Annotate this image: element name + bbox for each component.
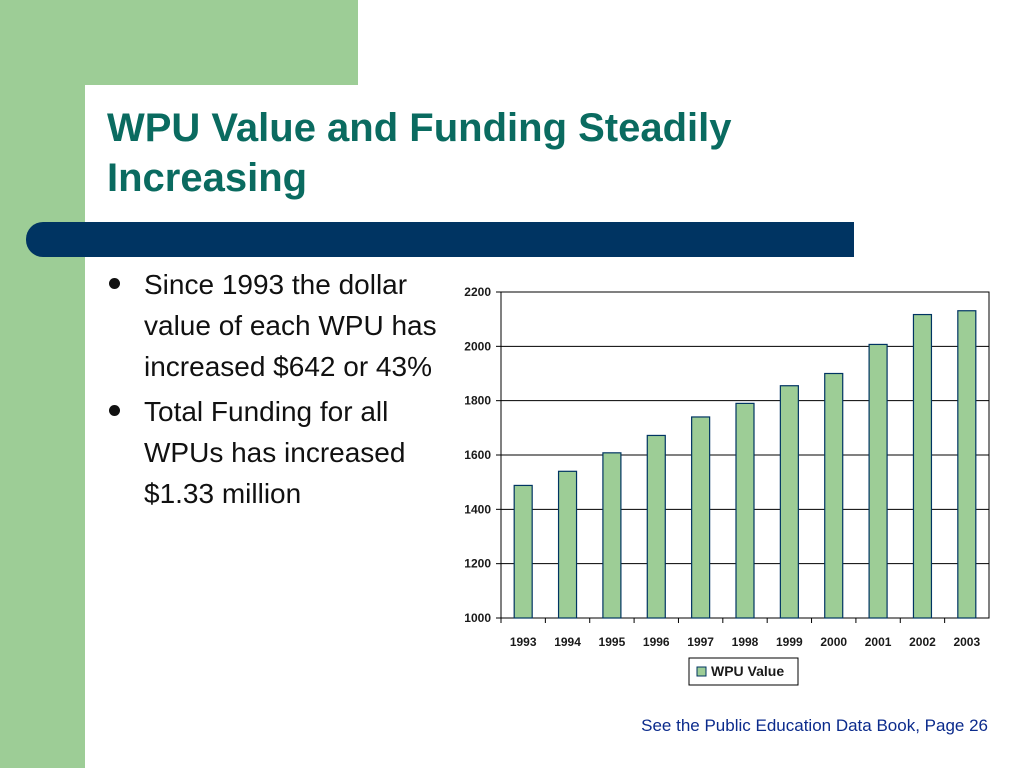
green-side-panel [0,0,85,768]
legend-box [688,657,799,686]
y-tick-label: 1800 [464,394,491,408]
x-tick-label: 2001 [865,635,892,649]
bar-1995 [602,452,622,619]
legend-swatch [696,666,707,677]
bullet-text: Total Funding for all WPUs has increased… [144,396,406,509]
y-tick-label: 2200 [464,285,491,299]
slide-title: WPU Value and Funding Steadily Increasin… [107,106,732,200]
bar-1996 [646,434,666,619]
bar-1994 [557,470,578,619]
y-tick-label: 1600 [464,448,491,462]
bullet-icon [109,405,120,416]
x-tick-label: 1995 [599,635,626,649]
x-tick-label: 1996 [643,635,670,649]
legend-label: WPU Value [711,663,784,679]
bullet-text: Since 1993 the dollar value of each WPU … [144,269,437,382]
bar-1993 [513,484,533,619]
bar-2002 [912,313,933,619]
y-tick-label: 1000 [464,611,491,625]
x-tick-label: 1997 [687,635,714,649]
bar-1999 [779,385,799,619]
bullet-item: Since 1993 the dollar value of each WPU … [100,264,445,387]
wpu-bar-chart: 1000 1200 1400 1600 1800 2000 2200 1993 1994 1995… [464,285,990,686]
x-tick-label: 1993 [510,635,537,649]
title-underline-bar [26,222,854,257]
y-tick-label: 1200 [464,557,491,571]
bar-1997 [691,416,711,619]
green-top-panel [85,0,358,85]
bullet-list: Since 1993 the dollar value of each WPU … [100,264,445,518]
x-tick-label: 1998 [732,635,759,649]
bar-1998 [735,402,755,619]
x-tick-label: 2000 [820,635,847,649]
bar-2003 [957,310,977,619]
bar-2000 [824,372,844,619]
bullet-item: Total Funding for all WPUs has increased… [100,391,445,514]
x-tick-label: 2002 [909,635,936,649]
x-tick-label: 1999 [776,635,803,649]
y-tick-label: 1400 [464,502,491,516]
bar-2001 [868,343,888,619]
bullet-icon [109,278,120,289]
source-footnote: See the Public Education Data Book, Page… [641,716,988,735]
x-tick-label: 1994 [554,635,581,649]
y-tick-label: 2000 [464,339,491,353]
x-tick-label: 2003 [953,635,980,649]
